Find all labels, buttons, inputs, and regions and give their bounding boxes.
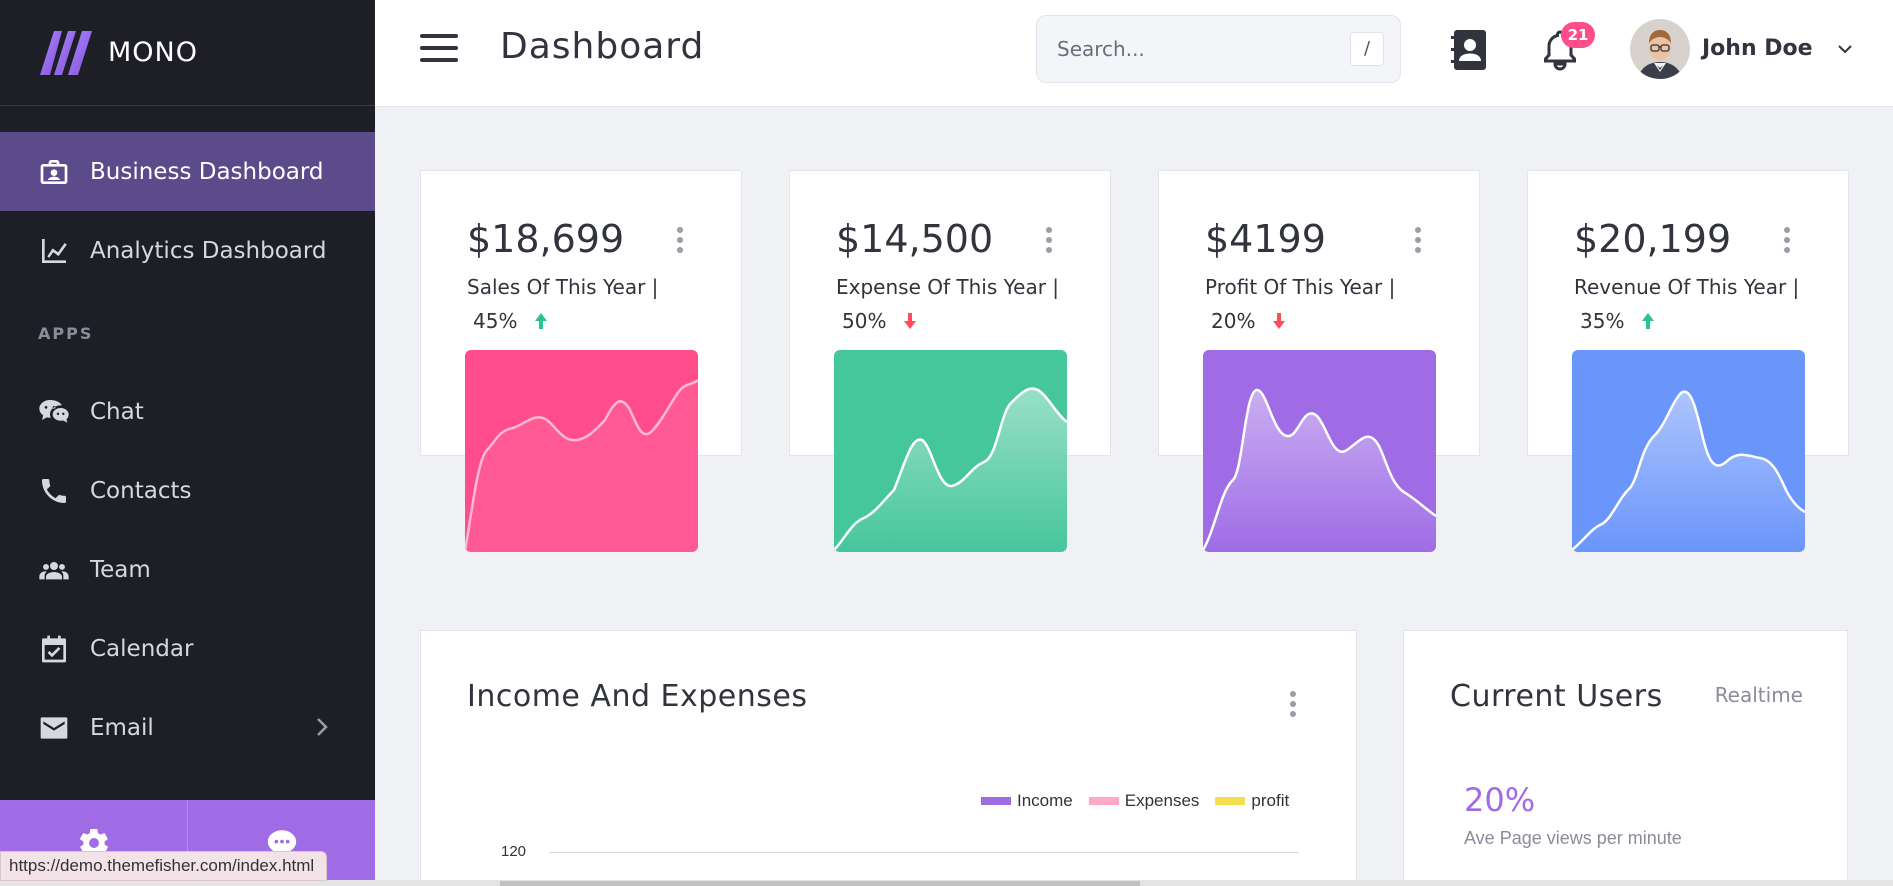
current-users-panel: Current Users Realtime 20% Ave Page view… [1403,630,1848,886]
stat-label: Sales Of This Year | [467,275,659,299]
stat-percent: 45% [473,309,549,333]
chat-bubble-button[interactable] [188,800,375,886]
sidebar-item-chat[interactable]: Chat [0,372,375,451]
revenue-sparkline-chart [1572,350,1805,552]
chevron-right-icon [317,718,328,736]
notification-badge: 21 [1561,22,1595,48]
more-options-icon[interactable] [1784,227,1792,253]
legend-item-profit[interactable]: profit [1215,791,1289,811]
stat-percent-value: 35% [1580,309,1625,333]
sales-sparkline-chart [465,350,698,552]
legend-label: Income [1017,791,1073,810]
stat-percent: 20% [1211,309,1287,333]
settings-button[interactable] [0,800,188,886]
sidebar-item-business-dashboard[interactable]: Business Dashboard [0,132,375,211]
sidebar-item-label: Chat [90,398,144,425]
more-options-icon[interactable] [1046,227,1054,253]
legend-item-income[interactable]: Income [981,791,1073,811]
line-chart-icon [38,235,70,267]
stat-percent: 35% [1580,309,1656,333]
sidebar-item-analytics-dashboard[interactable]: Analytics Dashboard [0,211,375,290]
sidebar-item-label: Analytics Dashboard [90,237,327,264]
avatar[interactable] [1630,19,1690,79]
legend-swatch [1215,797,1246,805]
brand[interactable]: MONO [0,0,375,106]
page-title: Dashboard [500,26,705,67]
phone-icon [38,475,70,507]
arrow-up-icon [1642,313,1655,329]
y-axis-tick: 120 [501,843,527,860]
arrow-down-icon [904,313,917,329]
more-options-icon[interactable] [1415,227,1423,253]
calendar-icon [38,633,70,665]
arrow-up-icon [535,313,548,329]
status-bar-url: https://demo.themefisher.com/index.html [0,851,328,881]
search-input[interactable] [1057,34,1327,64]
legend-swatch [1088,797,1119,805]
stat-percent: 50% [842,309,918,333]
stat-label: Expense Of This Year | [836,275,1060,299]
stat-value: $4199 [1205,217,1326,261]
hamburger-menu-icon[interactable] [420,34,458,64]
expense-sparkline-chart [834,350,1067,552]
stat-value: $14,500 [836,217,994,261]
search-box: / [1036,15,1401,83]
income-expenses-panel: Income And Expenses Income Expenses prof… [420,630,1357,886]
arrow-down-icon [1273,313,1286,329]
top-header: Dashboard / 21 John Doe [375,0,1893,107]
email-icon [38,712,70,744]
sidebar-item-label: Team [90,556,151,583]
section-label-apps: APPS [38,324,94,343]
legend-swatch [981,797,1011,805]
users-metric-label: Ave Page views per minute [1464,828,1682,848]
stat-percent-value: 45% [473,309,518,333]
chat-icon [38,396,70,428]
contact-book-icon[interactable] [1450,28,1490,72]
sidebar-item-label: Contacts [90,477,192,504]
brand-name: MONO [108,37,198,68]
stat-percent-value: 20% [1211,309,1256,333]
chart-gridline [549,852,1299,853]
legend-label: Expenses [1124,791,1200,810]
stat-percent-value: 50% [842,309,887,333]
panel-title: Income And Expenses [467,679,808,714]
realtime-label[interactable]: Realtime [1714,683,1803,707]
stat-value: $18,699 [467,217,625,261]
users-percent: 20% [1464,781,1536,819]
sidebar-item-label: Business Dashboard [90,158,324,185]
briefcase-icon [38,156,70,188]
more-options-icon[interactable] [1290,691,1298,717]
gear-icon [79,828,108,858]
profit-sparkline-chart [1203,350,1436,552]
more-options-icon[interactable] [677,227,685,253]
logo-icon [40,30,92,75]
sidebar-item-calendar[interactable]: Calendar [0,609,375,688]
chevron-down-icon[interactable] [1835,40,1855,58]
legend-item-expenses[interactable]: Expenses [1088,791,1200,811]
sidebar: MONO Business Dashboard Analytics Dashbo… [0,0,375,886]
search-shortcut-key: / [1350,32,1384,66]
chart-legend: Income Expenses profit [981,791,1305,811]
stat-label: Revenue Of This Year | [1574,275,1800,299]
sidebar-item-team[interactable]: Team [0,530,375,609]
user-name[interactable]: John Doe [1702,36,1813,61]
sidebar-item-label: Calendar [90,635,194,662]
stat-label: Profit Of This Year | [1205,275,1396,299]
legend-label: profit [1251,791,1290,810]
stat-value: $20,199 [1574,217,1732,261]
sidebar-item-contacts[interactable]: Contacts [0,451,375,530]
sidebar-item-label: Email [90,714,154,741]
chat-bubble-icon [267,830,296,856]
panel-title: Current Users [1450,679,1663,714]
sidebar-item-email[interactable]: Email [0,688,375,767]
team-icon [38,554,70,586]
scrollbar-thumb[interactable] [500,881,1140,886]
